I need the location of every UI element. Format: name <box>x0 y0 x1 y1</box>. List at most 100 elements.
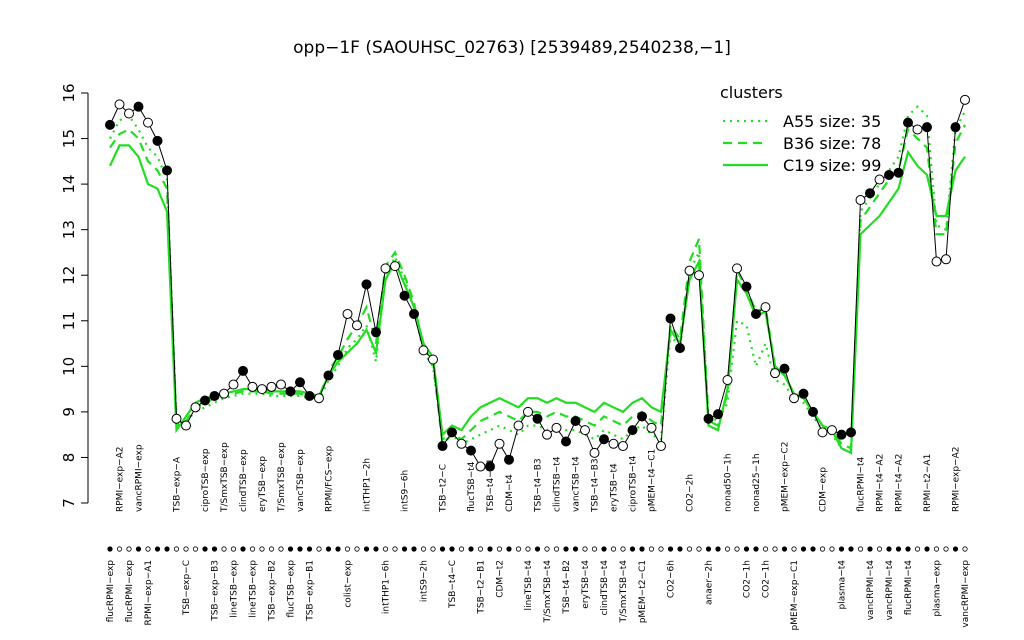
x-tick-label: plasma−t4 <box>838 560 848 610</box>
x-tick-label: eryTSB−t4 <box>610 463 620 512</box>
x-tick-label: ciproTSB−exp <box>201 448 211 512</box>
data-point <box>200 395 210 406</box>
data-point <box>798 388 809 399</box>
x-tick-label: TSB−t2−C <box>439 464 449 513</box>
data-point <box>665 313 676 324</box>
sample-dot <box>905 546 911 552</box>
data-point <box>171 413 182 424</box>
data-point <box>732 263 742 274</box>
sample-dot <box>411 546 417 552</box>
sample-dot <box>791 546 797 552</box>
sample-dot <box>363 546 370 552</box>
sample-dot <box>544 546 550 552</box>
x-tick-label: clindTSB−exp <box>239 449 249 512</box>
x-tick-label: RPMI−t2−A1 <box>923 454 933 512</box>
data-point <box>504 454 514 465</box>
sample-dot <box>202 546 208 552</box>
data-point <box>428 354 438 365</box>
sample-dot <box>306 546 313 552</box>
x-tick-label: pMEM−exp−C1 <box>790 560 800 630</box>
x-tick-label: flucTSB−exp <box>287 560 297 618</box>
data-point <box>485 461 495 472</box>
sample-dot <box>164 546 170 552</box>
data-point <box>741 281 752 292</box>
data-point <box>599 434 609 445</box>
data-point <box>190 402 201 413</box>
data-point <box>314 393 324 404</box>
sample-dot <box>591 546 598 552</box>
legend-label: A55 size: 35 <box>783 112 881 131</box>
data-point <box>352 320 362 331</box>
sample-dot <box>468 546 474 552</box>
x-tick-label: CDM−t2 <box>496 560 506 598</box>
sample-dot <box>135 546 142 552</box>
sample-dot <box>515 546 522 552</box>
data-point <box>855 195 866 206</box>
data-point <box>675 343 685 354</box>
data-point <box>865 188 875 199</box>
data-point <box>950 122 961 133</box>
x-tick-label: intTHP1−6h <box>382 560 392 614</box>
x-tick-label: TSB−exp−B3 <box>211 560 221 622</box>
x-tick-label: T/SmxTSB−t4 <box>543 560 553 624</box>
data-point <box>361 279 372 290</box>
data-point <box>466 445 476 456</box>
sample-dot <box>781 546 788 552</box>
sample-dot <box>230 546 237 552</box>
sample-dot <box>857 546 864 552</box>
data-point <box>561 436 571 447</box>
sample-dot <box>895 546 902 552</box>
x-tick-label: pMEM−t4−C1 <box>648 449 658 512</box>
sample-dot <box>325 546 332 552</box>
x-tick-label: CO2−1h <box>743 560 753 598</box>
sample-dot <box>430 546 436 552</box>
data-point <box>770 368 780 379</box>
data-point <box>418 345 429 356</box>
data-point <box>323 370 334 381</box>
data-point <box>713 409 723 420</box>
sample-dot <box>762 546 769 552</box>
x-tick-label: vancRPMI−exp <box>961 560 971 628</box>
sample-dot <box>458 546 465 552</box>
data-point <box>646 422 657 433</box>
x-tick-label: flucRPMI−exp <box>106 560 116 623</box>
data-point <box>523 406 533 417</box>
sample-dot <box>211 546 218 552</box>
sample-dot <box>126 546 132 552</box>
y-tick-label: 9 <box>60 407 78 417</box>
data-point <box>551 422 562 433</box>
data-point <box>684 265 695 276</box>
x-tick-label: vancTSB−t4 <box>572 456 582 512</box>
sample-dot <box>154 546 161 552</box>
data-point <box>817 427 828 438</box>
data-point <box>238 365 248 376</box>
sample-dot <box>287 546 294 552</box>
data-point <box>694 270 704 281</box>
sample-dot <box>696 546 702 552</box>
sample-dot <box>487 546 493 552</box>
x-tick-label: T/SmxTSB−t4 <box>619 560 629 624</box>
sample-dot <box>933 546 940 552</box>
sample-dot <box>563 546 569 552</box>
sample-dot <box>354 546 360 552</box>
data-point <box>941 254 951 265</box>
sample-dot <box>392 546 398 552</box>
sample-dot <box>477 546 484 552</box>
sample-dot <box>620 546 626 552</box>
data-point <box>390 261 400 272</box>
sample-dot <box>724 546 731 552</box>
x-tick-label: T/SmxTSB−exp <box>277 442 287 513</box>
x-tick-label: CDM−t4 <box>505 474 515 512</box>
data-point <box>409 308 419 319</box>
data-point <box>903 117 913 128</box>
data-point <box>475 461 486 472</box>
x-tick-label: TSB−t4−B3 <box>534 458 544 513</box>
data-point <box>931 256 942 267</box>
data-point <box>751 308 761 319</box>
x-tick-label: TSB−t4−B3 <box>591 458 601 513</box>
sample-dot <box>629 546 636 552</box>
x-tick-label: TSB−t4−B1 <box>486 458 496 513</box>
x-tick-label: RPMI/FCS−exp <box>325 445 335 512</box>
data-point <box>884 170 894 180</box>
